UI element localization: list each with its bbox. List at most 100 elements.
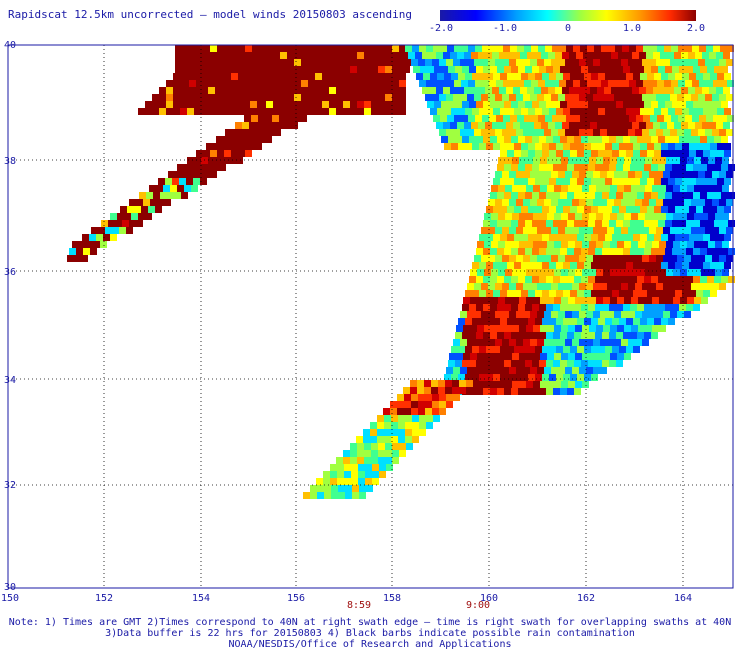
swath-pixel	[527, 122, 534, 129]
swath-pixel	[500, 318, 507, 325]
swath-pixel	[467, 311, 474, 318]
swath-pixel	[175, 73, 182, 80]
swath-pixel	[343, 66, 350, 73]
swath-pixel	[504, 360, 511, 367]
swath-pixel	[604, 52, 611, 59]
swath-pixel	[538, 115, 545, 122]
swath-pixel	[636, 115, 643, 122]
swath-pixel	[530, 59, 537, 66]
swath-pixel	[652, 297, 659, 304]
swath-pixel	[350, 108, 357, 115]
swath-pixel	[425, 394, 432, 401]
swath-pixel	[693, 276, 700, 283]
swath-pixel	[556, 318, 563, 325]
swath-pixel	[426, 415, 433, 422]
swath-pixel	[621, 311, 628, 318]
swath-pixel	[175, 171, 182, 178]
swath-pixel	[568, 325, 575, 332]
swath-pixel	[454, 115, 461, 122]
swath-pixel	[383, 408, 390, 415]
swath-pixel	[623, 136, 630, 143]
swath-pixel	[350, 59, 357, 66]
swath-pixel	[573, 80, 580, 87]
swath-pixel	[616, 136, 623, 143]
swath-pixel	[626, 318, 633, 325]
swath-pixel	[650, 115, 657, 122]
swath-pixel	[203, 73, 210, 80]
swath-pixel	[532, 101, 539, 108]
swath-pixel	[567, 101, 574, 108]
swath-pixel	[612, 206, 619, 213]
swath-pixel	[682, 143, 689, 150]
swath-pixel	[284, 122, 291, 129]
swath-pixel	[484, 381, 491, 388]
swath-pixel	[518, 164, 525, 171]
swath-pixel	[379, 471, 386, 478]
swath-pixel	[448, 360, 455, 367]
swath-pixel	[427, 66, 434, 73]
swath-pixel	[630, 136, 637, 143]
swath-pixel	[605, 234, 612, 241]
swath-pixel	[638, 241, 645, 248]
swath-pixel	[238, 45, 245, 52]
swath-pixel	[474, 283, 481, 290]
swath-pixel	[408, 52, 415, 59]
swath-pixel	[653, 87, 660, 94]
swath-pixel	[472, 262, 479, 269]
swath-pixel	[514, 262, 521, 269]
swath-pixel	[371, 457, 378, 464]
swath-pixel	[273, 80, 280, 87]
swath-pixel	[723, 52, 730, 59]
swath-pixel	[194, 101, 201, 108]
swath-pixel	[530, 283, 537, 290]
swath-pixel	[703, 143, 710, 150]
swath-pixel	[384, 415, 391, 422]
swath-pixel	[329, 73, 336, 80]
swath-pixel	[696, 206, 703, 213]
swath-pixel	[484, 353, 491, 360]
swath-pixel	[479, 73, 486, 80]
swath-pixel	[399, 66, 406, 73]
swath-pixel	[521, 108, 528, 115]
swath-pixel	[635, 59, 642, 66]
time-label: 8:59	[347, 600, 371, 611]
swath-pixel	[588, 332, 595, 339]
swath-pixel	[497, 360, 504, 367]
swath-pixel	[560, 304, 567, 311]
swath-pixel	[609, 192, 616, 199]
swath-pixel	[591, 150, 598, 157]
swath-pixel	[556, 290, 563, 297]
swath-pixel	[652, 241, 659, 248]
swath-pixel	[582, 297, 589, 304]
swath-pixel	[391, 422, 398, 429]
swath-pixel	[651, 304, 658, 311]
swath-pixel	[523, 255, 530, 262]
swath-pixel	[567, 360, 574, 367]
swath-pixel	[598, 143, 605, 150]
swath-pixel	[497, 332, 504, 339]
swath-pixel	[619, 206, 626, 213]
swath-pixel	[511, 276, 518, 283]
swath-pixel	[558, 339, 565, 346]
swath-pixel	[710, 262, 717, 269]
swath-pixel	[350, 73, 357, 80]
swath-pixel	[430, 108, 437, 115]
swath-pixel	[677, 255, 684, 262]
swath-pixel	[619, 143, 626, 150]
swath-pixel	[453, 339, 460, 346]
swath-pixel	[651, 276, 658, 283]
swath-pixel	[500, 290, 507, 297]
swath-pixel	[567, 164, 574, 171]
swath-pixel	[717, 262, 724, 269]
swath-pixel	[572, 129, 579, 136]
swath-pixel	[345, 485, 352, 492]
swath-pixel	[554, 269, 561, 276]
swath-pixel	[535, 73, 542, 80]
swath-pixel	[698, 129, 705, 136]
swath-pixel	[609, 248, 616, 255]
swath-pixel	[465, 290, 472, 297]
swath-pixel	[308, 87, 315, 94]
swath-pixel	[633, 234, 640, 241]
swath-pixel	[266, 66, 273, 73]
swath-pixel	[678, 115, 685, 122]
